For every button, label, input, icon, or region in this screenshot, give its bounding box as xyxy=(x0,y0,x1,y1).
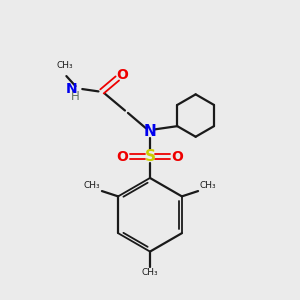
Text: CH₃: CH₃ xyxy=(84,181,100,190)
Text: O: O xyxy=(117,150,129,164)
Text: H: H xyxy=(71,90,80,103)
Text: S: S xyxy=(145,149,155,164)
Text: N: N xyxy=(144,124,156,139)
Text: O: O xyxy=(171,150,183,164)
Text: CH₃: CH₃ xyxy=(142,268,158,278)
Text: CH₃: CH₃ xyxy=(200,181,216,190)
Text: CH₃: CH₃ xyxy=(56,61,73,70)
Text: N: N xyxy=(66,82,78,96)
Text: O: O xyxy=(116,68,128,82)
